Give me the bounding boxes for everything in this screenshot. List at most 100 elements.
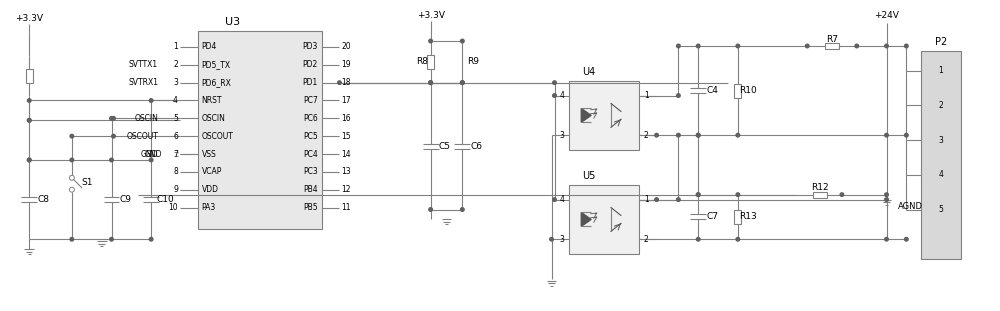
Circle shape <box>696 193 700 197</box>
Text: 3: 3 <box>939 136 943 145</box>
Text: OSCOUT: OSCOUT <box>202 132 234 141</box>
Bar <box>734 210 741 224</box>
Text: +3.3V: +3.3V <box>417 11 445 20</box>
Text: 5: 5 <box>173 114 178 123</box>
Text: 2: 2 <box>644 235 648 244</box>
Bar <box>26 69 33 83</box>
Text: +24V: +24V <box>874 11 899 20</box>
Text: 12: 12 <box>341 185 351 194</box>
Circle shape <box>696 44 700 48</box>
Text: 20: 20 <box>341 43 351 52</box>
Text: 1: 1 <box>644 91 648 100</box>
Text: NRST: NRST <box>202 96 222 105</box>
Circle shape <box>429 81 432 85</box>
Circle shape <box>553 94 556 97</box>
Bar <box>921 51 961 259</box>
Circle shape <box>550 238 553 241</box>
Circle shape <box>69 175 74 180</box>
Text: 7: 7 <box>173 150 178 159</box>
Text: GND: GND <box>145 150 162 159</box>
Circle shape <box>429 81 432 85</box>
Text: 16: 16 <box>341 114 351 123</box>
Circle shape <box>429 39 432 43</box>
Circle shape <box>27 99 31 102</box>
Text: 4: 4 <box>560 195 564 204</box>
Circle shape <box>855 44 859 48</box>
Text: PD5_TX: PD5_TX <box>202 60 231 69</box>
Text: 2: 2 <box>173 60 178 69</box>
Text: PD2: PD2 <box>302 60 318 69</box>
Circle shape <box>70 134 74 138</box>
Text: PC4: PC4 <box>303 150 318 159</box>
Circle shape <box>553 198 556 202</box>
Text: 6: 6 <box>173 132 178 141</box>
Text: 2: 2 <box>939 101 943 110</box>
Circle shape <box>27 118 31 122</box>
Circle shape <box>110 238 113 241</box>
Bar <box>813 192 827 197</box>
Text: 9: 9 <box>173 185 178 194</box>
Circle shape <box>677 198 680 202</box>
Bar <box>825 43 839 49</box>
Text: PC5: PC5 <box>303 132 318 141</box>
Text: 10: 10 <box>168 203 178 212</box>
Text: 5: 5 <box>939 205 943 214</box>
Text: PB5: PB5 <box>303 203 318 212</box>
Text: 15: 15 <box>341 132 351 141</box>
Circle shape <box>112 134 115 138</box>
Circle shape <box>736 238 740 241</box>
Bar <box>569 81 639 150</box>
Text: OSCIN: OSCIN <box>202 114 226 123</box>
Circle shape <box>27 118 31 122</box>
Text: U5: U5 <box>583 171 596 181</box>
Circle shape <box>696 133 700 137</box>
Text: C7: C7 <box>706 212 718 221</box>
Circle shape <box>696 238 700 241</box>
Text: R8: R8 <box>416 57 428 66</box>
Text: 4: 4 <box>173 96 178 105</box>
Circle shape <box>461 208 464 211</box>
Text: 11: 11 <box>341 203 351 212</box>
Text: 19: 19 <box>341 60 351 69</box>
Circle shape <box>885 44 888 48</box>
Circle shape <box>461 39 464 43</box>
Circle shape <box>112 117 115 120</box>
Circle shape <box>905 133 908 137</box>
Text: PD1: PD1 <box>302 78 318 87</box>
Circle shape <box>27 158 31 162</box>
Text: C4: C4 <box>706 86 718 95</box>
Circle shape <box>429 208 432 211</box>
Text: 13: 13 <box>341 167 351 176</box>
Circle shape <box>149 238 153 241</box>
Circle shape <box>149 99 153 102</box>
Text: 3: 3 <box>173 78 178 87</box>
Text: VSS: VSS <box>202 150 216 159</box>
Circle shape <box>461 81 464 85</box>
Text: GND: GND <box>141 150 158 159</box>
Circle shape <box>70 158 74 162</box>
Text: PD3: PD3 <box>302 43 318 52</box>
Text: VCAP: VCAP <box>202 167 222 176</box>
Circle shape <box>110 158 113 162</box>
Text: PC6: PC6 <box>303 114 318 123</box>
Text: C6: C6 <box>470 142 482 151</box>
Circle shape <box>736 44 740 48</box>
Text: C8: C8 <box>37 195 49 204</box>
Circle shape <box>461 81 464 85</box>
Circle shape <box>696 133 700 137</box>
Text: 4: 4 <box>560 91 564 100</box>
Circle shape <box>677 94 680 97</box>
Text: VDD: VDD <box>202 185 219 194</box>
Text: R10: R10 <box>739 86 757 95</box>
Circle shape <box>696 193 700 197</box>
Text: C10: C10 <box>156 195 174 204</box>
Text: PC7: PC7 <box>303 96 318 105</box>
Text: 1: 1 <box>173 43 178 52</box>
Circle shape <box>885 238 888 241</box>
Text: SVTRX1: SVTRX1 <box>128 78 158 87</box>
Circle shape <box>149 158 153 162</box>
Text: U4: U4 <box>583 67 596 77</box>
Text: AGND: AGND <box>898 202 923 211</box>
Bar <box>198 31 322 229</box>
Text: 3: 3 <box>560 131 564 140</box>
